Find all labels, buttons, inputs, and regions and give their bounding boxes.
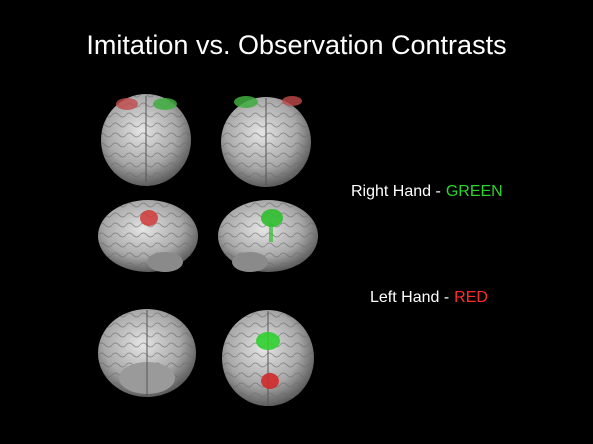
legend-item: Left Hand - RED [370, 289, 488, 307]
legend-label: Right Hand - [351, 183, 441, 200]
brain-top [222, 310, 314, 406]
brain-front [101, 94, 191, 186]
legend-item: Right Hand - GREEN [351, 183, 503, 201]
legend-color-word: GREEN [445, 183, 503, 200]
brain-bottom [98, 309, 196, 397]
brain-left-side [98, 200, 198, 272]
legend-color-word: RED [454, 289, 488, 306]
legend-label: Left Hand - [370, 289, 450, 306]
slide-title: Imitation vs. Observation Contrasts [86, 30, 507, 60]
brain-right-side [218, 200, 318, 272]
brain-back [221, 96, 311, 187]
